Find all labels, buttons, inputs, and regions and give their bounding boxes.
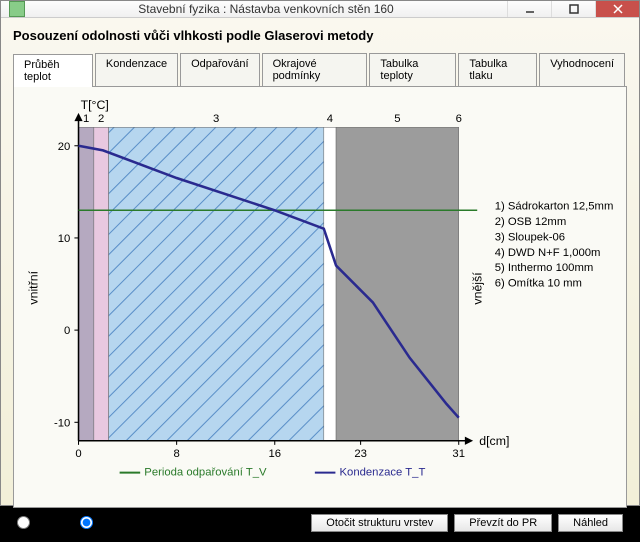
chart-area: 123456-100102008162331T[°C]d[cm]vnitřnív… xyxy=(22,95,618,499)
radio-0[interactable]: Plocha xyxy=(17,516,68,529)
svg-text:5) Inthermo 100mm: 5) Inthermo 100mm xyxy=(495,262,594,274)
svg-text:vnější: vnější xyxy=(470,272,484,305)
svg-text:0: 0 xyxy=(64,325,70,337)
svg-text:8: 8 xyxy=(173,448,179,460)
svg-text:6) Omítka 10 mm: 6) Omítka 10 mm xyxy=(495,278,582,290)
svg-text:4: 4 xyxy=(327,113,333,125)
radio-1[interactable]: Sloupek xyxy=(80,516,137,529)
svg-text:2) OSB 12mm: 2) OSB 12mm xyxy=(495,216,567,228)
svg-text:16: 16 xyxy=(268,448,281,460)
content-area: Posouzení odolnosti vůči vlhkosti podle … xyxy=(1,18,639,542)
svg-text:5: 5 xyxy=(394,113,400,125)
footer-button-1[interactable]: Převzít do PR xyxy=(454,514,552,532)
close-button[interactable] xyxy=(595,1,639,17)
svg-text:d[cm]: d[cm] xyxy=(479,434,509,448)
tab-1[interactable]: Kondenzace xyxy=(95,53,178,86)
svg-text:vnitřní: vnitřní xyxy=(26,270,40,304)
radio-group: Plocha Sloupek xyxy=(17,516,305,529)
svg-text:10: 10 xyxy=(58,233,71,245)
titlebar-buttons xyxy=(507,1,639,17)
svg-text:3: 3 xyxy=(213,113,219,125)
svg-text:20: 20 xyxy=(58,141,71,153)
chart-panel: 123456-100102008162331T[°C]d[cm]vnitřnív… xyxy=(13,87,627,508)
tab-0[interactable]: Průběh teplot xyxy=(13,54,93,87)
footer-button-2[interactable]: Náhled xyxy=(558,514,623,532)
svg-text:Kondenzace T_T: Kondenzace T_T xyxy=(340,467,426,479)
tab-2[interactable]: Odpařování xyxy=(180,53,259,86)
tab-6[interactable]: Vyhodnocení xyxy=(539,53,625,86)
page-title: Posouzení odolnosti vůči vlhkosti podle … xyxy=(13,28,627,43)
minimize-button[interactable] xyxy=(507,1,551,17)
svg-text:6: 6 xyxy=(456,113,462,125)
tab-3[interactable]: Okrajové podmínky xyxy=(262,53,368,86)
app-window: Stavební fyzika : Nástavba venkovních st… xyxy=(0,0,640,506)
tab-5[interactable]: Tabulka tlaku xyxy=(458,53,537,86)
svg-text:3) Sloupek-06: 3) Sloupek-06 xyxy=(495,231,565,243)
app-icon xyxy=(9,1,25,17)
svg-text:31: 31 xyxy=(452,448,465,460)
button-group: Otočit strukturu vrstev Převzít do PR Náhl… xyxy=(311,514,623,532)
footer-button-0[interactable]: Otočit strukturu vrstev xyxy=(311,514,448,532)
svg-text:1: 1 xyxy=(83,113,89,125)
footer-bar: Plocha Sloupek Otočit strukturu vrstev Pře… xyxy=(13,508,627,534)
svg-text:-10: -10 xyxy=(54,417,70,429)
titlebar: Stavební fyzika : Nástavba venkovních st… xyxy=(1,1,639,18)
svg-text:1) Sádrokarton 12,5mm: 1) Sádrokarton 12,5mm xyxy=(495,201,614,213)
svg-text:2: 2 xyxy=(98,113,104,125)
svg-text:T[°C]: T[°C] xyxy=(81,98,109,112)
svg-text:Perioda odpařování T_V: Perioda odpařování T_V xyxy=(144,467,267,479)
svg-text:4) DWD N+F 1,000m: 4) DWD N+F 1,000m xyxy=(495,247,601,259)
svg-text:23: 23 xyxy=(354,448,367,460)
window-title: Stavební fyzika : Nástavba venkovních st… xyxy=(25,2,507,16)
tab-4[interactable]: Tabulka teploty xyxy=(369,53,456,86)
tab-strip: Průběh teplotKondenzaceOdpařováníOkrajov… xyxy=(13,53,627,87)
svg-text:0: 0 xyxy=(75,448,81,460)
temperature-chart: 123456-100102008162331T[°C]d[cm]vnitřnív… xyxy=(22,95,618,499)
maximize-button[interactable] xyxy=(551,1,595,17)
